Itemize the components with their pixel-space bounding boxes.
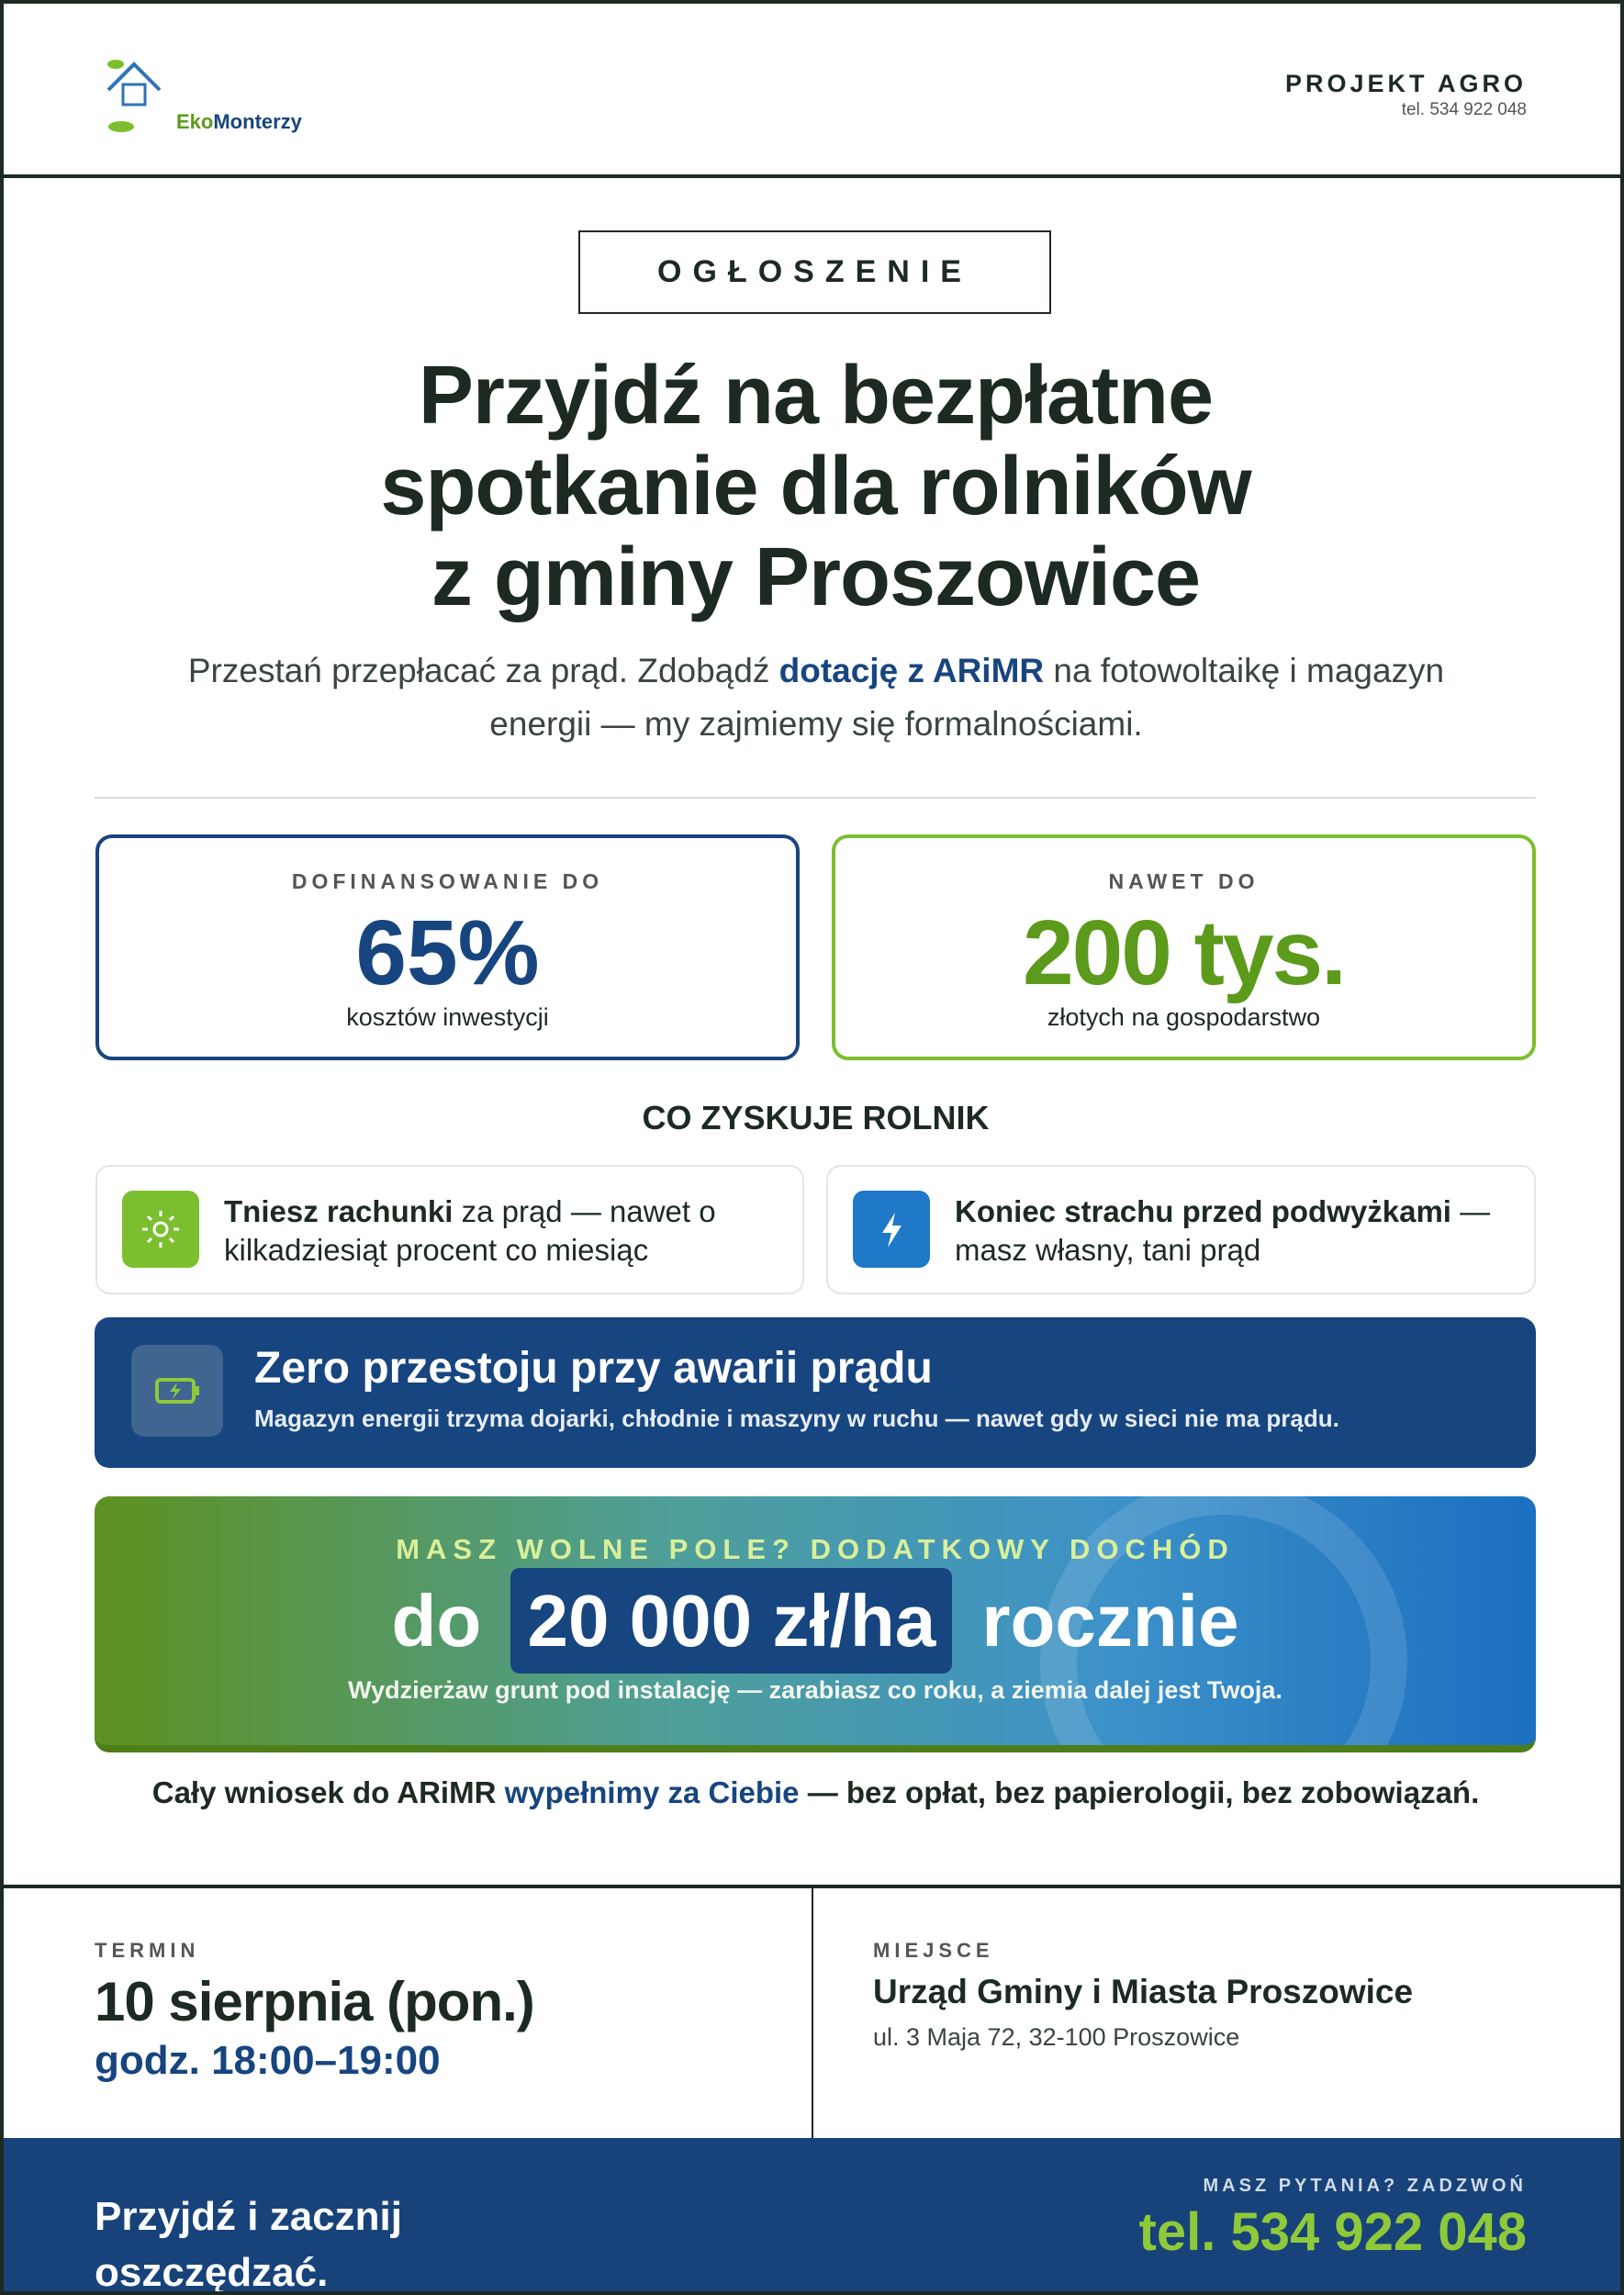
event-address: ul. 3 Maja 72, 32-100 Proszowice [873, 2023, 1240, 2051]
divider [4, 1885, 1620, 1888]
note-text: Cały wniosek do ARiMR [151, 1775, 505, 1809]
lease-label: MASZ WOLNE POLE? DODATKOWY DOCHÓD [396, 1533, 1235, 1565]
decoration [1040, 1496, 1407, 1745]
logo-part: Eko [176, 110, 214, 133]
lead-highlight: dotację z ARiMR [778, 652, 1045, 689]
stat-caption: złotych na gospodarstwo [1047, 1003, 1321, 1031]
stat-value: 65% [355, 901, 540, 1004]
benefit-rest: — masz własny, tani prąd [955, 1194, 1491, 1267]
lease-amount-line: do 20 000 zł/ha rocznie [95, 1568, 1536, 1674]
title-line: Przyjdź na bezpłatne [418, 350, 1214, 442]
stat-card: DOFINANSOWANIE DO 65% kosztów inwestycji [95, 834, 800, 1060]
slogan-line: oszczędzać. [95, 2250, 329, 2295]
logo-icon [106, 60, 162, 132]
title-line: spotkanie dla rolników [380, 441, 1251, 532]
slogan-line: Przyjdź i zacznij [95, 2194, 402, 2239]
lead-text: na fotowoltaikę i magazyn energii — my z… [489, 652, 1445, 743]
divider [812, 1888, 813, 2138]
note: Cały wniosek do ARiMR wypełnimy za Ciebi… [4, 1775, 1620, 1810]
stat-card: NAWET DO 200 tys. złotych na gospodarstw… [832, 834, 1536, 1060]
bolt-icon [853, 1191, 930, 1268]
note-text: — bez opłat, bez papierologii, bez zobow… [799, 1775, 1480, 1809]
sun-icon [122, 1191, 199, 1268]
benefit-text: Tniesz rachunki za prąd — nawet o kilkad… [224, 1192, 775, 1270]
note-highlight: wypełnimy za Ciebie [504, 1775, 800, 1809]
footer-band [4, 2138, 1620, 2291]
divider [95, 797, 1536, 799]
contact-phone: tel. 534 922 048 [1138, 2202, 1527, 2262]
battery-icon [131, 1345, 223, 1437]
lease-text: Wydzierżaw grunt pod instalację — zarabi… [348, 1676, 1282, 1704]
highlight-text: Magazyn energii trzyma dojarki, chłodnie… [254, 1405, 1339, 1432]
highlight-title: Zero przestoju przy awarii prądu [254, 1344, 933, 1393]
stat-label: DOFINANSOWANIE DO [291, 869, 604, 893]
lead: Przestań przepłacać za prąd. Zdobądź dot… [141, 644, 1491, 751]
stat-value: 200 tys. [1023, 901, 1347, 1004]
section-title: CO ZYSKUJE ROLNIK [642, 1099, 990, 1136]
event-date: 10 sierpnia (pon.) [95, 1971, 535, 2032]
benefit-rest: za prąd — nawet o kilkadziesiąt procent … [224, 1194, 716, 1267]
lease-amount: 20 000 zł/ha [510, 1568, 953, 1674]
contact-label: MASZ PYTANIA? ZADZWOŃ [1203, 2176, 1527, 2196]
benefit-text: Koniec strachu przed podwyżkami — masz w… [955, 1192, 1524, 1270]
announcement-label: OGŁOSZENIE [578, 230, 1051, 314]
title-line: z gminy Proszowice [431, 532, 1201, 623]
highlight-banner: Zero przestoju przy awarii prądu Magazyn… [95, 1317, 1536, 1468]
benefit-bold: Koniec strachu przed podwyżkami [955, 1194, 1451, 1228]
event-time: godz. 18:00–19:00 [95, 2038, 441, 2083]
benefit-card: Tniesz rachunki za prąd — nawet o kilkad… [95, 1165, 804, 1294]
event-place: Urząd Gminy i Miasta Proszowice [873, 1973, 1414, 2010]
date-label: TERMIN [95, 1939, 200, 1962]
company: PROJEKT AGRO [1284, 70, 1527, 97]
lease-post: rocznie [981, 1580, 1239, 1662]
stat-caption: kosztów inwestycji [346, 1003, 549, 1031]
logo-part: Monterzy [213, 110, 302, 133]
lead-text: Przestań przepłacać za prąd. Zdobądź [187, 652, 779, 689]
stat-label: NAWET DO [1108, 869, 1260, 893]
divider [4, 174, 1620, 178]
lease-pre: do [391, 1580, 482, 1662]
title: Przyjdź na bezpłatne spotkanie dla rolni… [4, 350, 1620, 623]
lease-card: MASZ WOLNE POLE? DODATKOWY DOCHÓD do 20 … [95, 1496, 1536, 1752]
benefit-card: Koniec strachu przed podwyżkami — masz w… [826, 1165, 1536, 1294]
benefit-bold: Tniesz rachunki [224, 1194, 454, 1228]
slogan: Przyjdź i zacznij oszczędzać. [95, 2189, 402, 2295]
place-label: MIEJSCE [873, 1939, 994, 1962]
company-phone: tel. 534 922 048 [1401, 100, 1527, 119]
logo-text: EkoMonterzy [176, 110, 302, 134]
